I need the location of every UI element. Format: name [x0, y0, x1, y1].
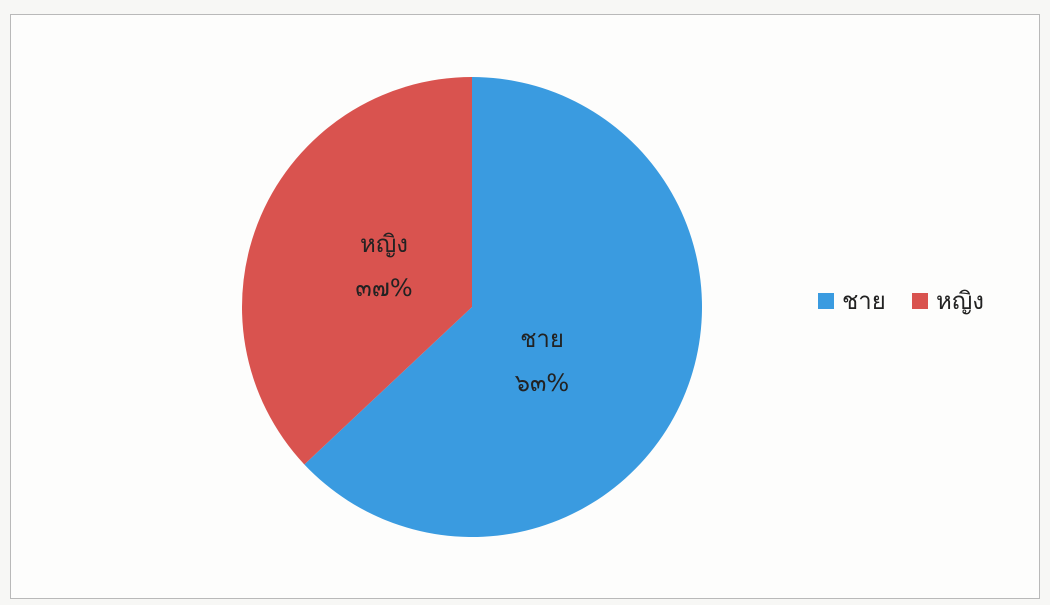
legend-swatch-female	[912, 293, 928, 309]
pie-slice-male	[304, 77, 703, 537]
legend-label-male: ชาย	[842, 287, 886, 315]
legend-swatch-male	[818, 293, 834, 309]
pie-slices	[242, 77, 703, 537]
slice-category-label-female: หญิง	[360, 230, 408, 258]
slice-percent-label-female: ๓๗%	[355, 274, 412, 302]
slice-category-label-male: ชาย	[520, 325, 564, 353]
pie-slice-female	[242, 77, 472, 465]
slice-percent-label-male: ๖๓%	[515, 369, 569, 397]
legend-label-female: หญิง	[936, 287, 984, 315]
chart-legend: ชาย หญิง	[818, 287, 984, 315]
